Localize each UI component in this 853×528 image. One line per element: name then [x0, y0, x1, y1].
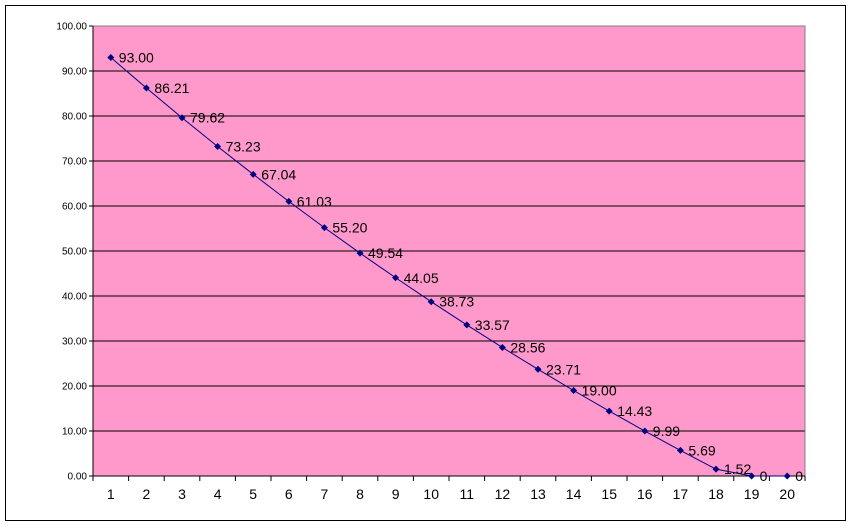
data-label: 49.54 — [368, 245, 403, 261]
x-tick-label: 3 — [178, 486, 186, 502]
y-tick-label: 100.00 — [56, 22, 87, 33]
x-tick-label: 20 — [779, 486, 795, 502]
data-label: 93.00 — [119, 50, 154, 66]
data-label: 5.69 — [688, 442, 715, 458]
data-label: 33.57 — [475, 317, 510, 333]
x-tick-label: 13 — [530, 486, 546, 502]
y-tick-label: 60.00 — [62, 202, 87, 213]
data-label: 38.73 — [439, 294, 474, 310]
data-label: 9.99 — [653, 423, 680, 439]
data-label: 23.71 — [546, 361, 581, 377]
data-point — [356, 249, 364, 257]
x-tick-label: 8 — [356, 486, 364, 502]
y-tick-label: 90.00 — [62, 67, 87, 78]
data-label: 86.21 — [154, 80, 189, 96]
data-label: 1.52 — [724, 461, 751, 477]
y-tick-label: 50.00 — [62, 247, 87, 258]
y-tick-label: 30.00 — [62, 337, 87, 348]
x-tick-label: 11 — [460, 486, 475, 502]
data-point — [748, 472, 756, 480]
data-point — [107, 54, 115, 61]
data-label: 0 — [760, 468, 768, 484]
data-label: 61.03 — [297, 193, 332, 209]
y-tick-label: 70.00 — [62, 157, 87, 168]
x-tick-label: 17 — [673, 486, 689, 502]
data-point — [570, 387, 578, 394]
x-tick-label: 1 — [107, 486, 115, 502]
x-tick-label: 10 — [423, 486, 439, 502]
data-point — [392, 274, 400, 282]
x-tick-label: 18 — [708, 486, 724, 502]
data-label: 44.05 — [404, 270, 439, 286]
y-tick-label: 80.00 — [62, 112, 87, 123]
data-label: 14.43 — [617, 403, 652, 419]
x-tick-label: 16 — [637, 486, 653, 502]
y-tick-label: 10.00 — [62, 427, 87, 438]
data-label: 28.56 — [510, 339, 545, 355]
x-tick-label: 5 — [249, 486, 257, 502]
x-tick-label: 7 — [321, 486, 329, 502]
data-point — [783, 472, 791, 480]
data-point — [498, 343, 506, 351]
data-point — [320, 224, 328, 232]
data-point — [142, 84, 150, 92]
data-point — [214, 142, 222, 150]
x-tick-label: 9 — [392, 486, 400, 502]
data-label: 79.62 — [190, 110, 225, 126]
data-point — [285, 197, 293, 205]
x-tick-label: 14 — [566, 486, 582, 502]
data-label: 19.00 — [582, 383, 617, 399]
data-point — [463, 321, 471, 329]
y-tick-label: 20.00 — [62, 382, 87, 393]
data-point — [676, 446, 684, 454]
series-line — [110, 57, 788, 477]
y-tick-label: 40.00 — [62, 292, 87, 303]
x-tick-label: 19 — [744, 486, 760, 502]
x-tick-label: 15 — [601, 486, 617, 502]
data-point — [178, 114, 186, 122]
data-label: 67.04 — [261, 166, 296, 182]
data-point — [249, 170, 257, 178]
x-tick-label: 12 — [495, 486, 511, 502]
data-point — [534, 365, 542, 373]
data-point — [712, 465, 720, 473]
data-label: 55.20 — [332, 220, 367, 236]
x-tick-label: 6 — [285, 486, 293, 502]
x-tick-label: 2 — [143, 486, 151, 502]
data-point — [605, 407, 613, 415]
data-point — [427, 298, 435, 306]
x-tick-label: 4 — [214, 486, 222, 502]
y-tick-label: 0.00 — [68, 472, 88, 483]
data-label: 73.23 — [226, 138, 261, 154]
data-point — [641, 427, 649, 435]
data-label: 0 — [795, 468, 803, 484]
